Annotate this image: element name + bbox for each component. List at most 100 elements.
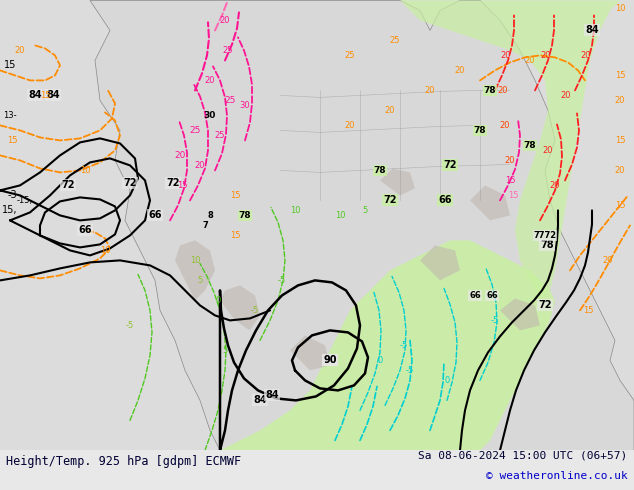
Text: -5: -5 <box>491 316 499 325</box>
Text: 0: 0 <box>377 356 383 365</box>
Text: 66: 66 <box>78 225 92 235</box>
Text: 15: 15 <box>615 201 625 210</box>
Text: 0: 0 <box>216 296 221 305</box>
Text: 78: 78 <box>484 86 496 95</box>
Text: 20: 20 <box>205 76 216 85</box>
Text: -5: -5 <box>251 306 259 315</box>
Polygon shape <box>400 0 620 300</box>
Text: 20: 20 <box>603 256 613 265</box>
Text: 15: 15 <box>230 191 240 200</box>
FancyBboxPatch shape <box>0 0 634 450</box>
Polygon shape <box>90 0 634 450</box>
Text: 20: 20 <box>425 86 436 95</box>
Text: 20: 20 <box>345 121 355 130</box>
Text: 10: 10 <box>290 206 301 215</box>
Text: 20: 20 <box>550 181 560 190</box>
Text: Height/Temp. 925 hPa [gdpm] ECMWF: Height/Temp. 925 hPa [gdpm] ECMWF <box>6 455 242 468</box>
Text: 25: 25 <box>190 126 201 135</box>
Text: 15: 15 <box>177 181 187 190</box>
Text: 13-: 13- <box>3 111 17 120</box>
Text: © weatheronline.co.uk: © weatheronline.co.uk <box>486 471 628 481</box>
Text: 66: 66 <box>469 291 481 300</box>
Text: 8: 8 <box>207 211 213 220</box>
Text: 78: 78 <box>373 166 386 175</box>
Text: 66: 66 <box>148 210 162 221</box>
Text: 78: 78 <box>540 241 554 250</box>
Text: 20: 20 <box>195 161 205 170</box>
Text: 84: 84 <box>253 395 267 405</box>
Text: 5: 5 <box>223 346 228 355</box>
Polygon shape <box>175 241 215 300</box>
Text: 72: 72 <box>383 196 397 205</box>
Text: -5: -5 <box>278 276 286 285</box>
Text: 15: 15 <box>4 60 16 71</box>
Text: 0: 0 <box>444 376 450 385</box>
Polygon shape <box>380 169 415 196</box>
Text: -5: -5 <box>126 321 134 330</box>
Text: 66: 66 <box>438 196 452 205</box>
Text: 78: 78 <box>524 141 536 150</box>
Text: 72: 72 <box>538 300 552 310</box>
Text: 15: 15 <box>505 176 515 185</box>
Text: 15: 15 <box>7 136 17 145</box>
Text: 10: 10 <box>80 166 90 175</box>
Polygon shape <box>470 185 510 220</box>
Text: 84: 84 <box>46 90 60 100</box>
Text: 78: 78 <box>238 211 251 220</box>
Text: 20: 20 <box>385 106 395 115</box>
Polygon shape <box>420 245 460 280</box>
Text: 30: 30 <box>240 101 250 110</box>
Text: -15,: -15, <box>17 196 33 205</box>
Text: 20: 20 <box>498 86 508 95</box>
Polygon shape <box>220 241 555 450</box>
Text: 15: 15 <box>615 136 625 145</box>
Text: 25: 25 <box>345 51 355 60</box>
Text: 5: 5 <box>197 276 203 285</box>
Text: 10: 10 <box>335 211 346 220</box>
Text: -5: -5 <box>406 366 414 375</box>
Text: 15: 15 <box>230 231 240 240</box>
Text: 78: 78 <box>474 126 486 135</box>
Text: -5: -5 <box>400 341 408 350</box>
Text: 20: 20 <box>455 66 465 75</box>
Text: 72: 72 <box>443 160 456 171</box>
Text: 30: 30 <box>204 111 216 120</box>
Text: 90: 90 <box>323 355 337 366</box>
Polygon shape <box>220 285 260 330</box>
Text: 72: 72 <box>166 178 180 188</box>
Text: 72: 72 <box>123 178 137 188</box>
Text: 15,: 15, <box>3 205 18 216</box>
Text: -3: -3 <box>7 191 17 200</box>
Text: 20: 20 <box>174 151 186 160</box>
Text: 20: 20 <box>505 156 515 165</box>
Text: 20: 20 <box>525 56 535 65</box>
Text: 20: 20 <box>615 96 625 105</box>
Text: 10: 10 <box>100 246 110 255</box>
Text: 84: 84 <box>28 90 42 100</box>
Text: 25: 25 <box>390 36 400 45</box>
Text: 25: 25 <box>224 96 236 105</box>
Polygon shape <box>500 298 540 330</box>
Text: 20: 20 <box>15 46 25 55</box>
Text: 5: 5 <box>363 206 368 215</box>
Text: 7772: 7772 <box>533 231 557 240</box>
Text: 20: 20 <box>220 16 230 25</box>
Text: Sa 08-06-2024 15:00 UTC (06+57): Sa 08-06-2024 15:00 UTC (06+57) <box>418 451 628 461</box>
Text: 10: 10 <box>190 256 200 265</box>
Polygon shape <box>290 335 330 370</box>
Text: 15: 15 <box>508 191 518 200</box>
Text: 15: 15 <box>615 71 625 80</box>
Text: 20: 20 <box>543 146 553 155</box>
Text: 84: 84 <box>585 25 598 35</box>
Text: 20: 20 <box>581 51 592 60</box>
Text: 20: 20 <box>501 51 511 60</box>
Text: 15: 15 <box>40 91 50 100</box>
Text: 20: 20 <box>500 121 510 130</box>
Text: 66: 66 <box>486 291 498 300</box>
Text: 10: 10 <box>615 4 625 13</box>
Text: 20: 20 <box>541 51 551 60</box>
Text: 15: 15 <box>583 306 593 315</box>
Text: 20: 20 <box>615 166 625 175</box>
Text: 72: 72 <box>61 180 75 191</box>
Text: 7: 7 <box>202 221 208 230</box>
